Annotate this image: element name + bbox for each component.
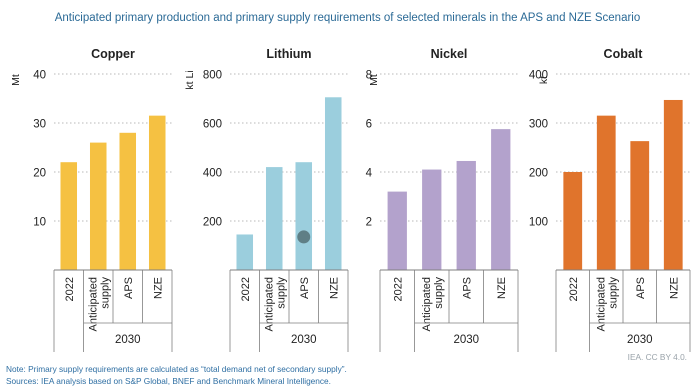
chart-nickel-category-label: 2022 (392, 277, 404, 301)
chart-cobalt-category-label: NZE (668, 277, 680, 299)
chart-cobalt-ytick-label: 200 (529, 168, 548, 180)
chart-lithium-title: Lithium (266, 47, 311, 61)
chart-copper-category-label-line: 2022 (64, 277, 76, 301)
chart-cobalt-group-label: 2030 (627, 334, 653, 346)
chart-cobalt-category-label-line: APS (635, 277, 647, 299)
chart-copper-ylabel: Mt (10, 74, 22, 86)
chart-nickel-category-label-line: APS (461, 277, 473, 299)
chart-copper-bar (119, 132, 137, 270)
chart-cobalt-ylabel: kt (538, 76, 550, 84)
chart-nickel-ytick-label: 6 (366, 119, 372, 131)
chart-nickel-ytick-label: 2 (366, 217, 372, 229)
chart-copper-ytick-label: 10 (33, 217, 46, 229)
chart-nickel-bar (387, 191, 407, 270)
chart-copper-bar (89, 142, 107, 270)
chart-lithium-ytick-label: 400 (203, 168, 222, 180)
chart-copper-bar (60, 162, 78, 270)
chart-nickel-group-label: 2030 (453, 334, 479, 346)
chart-cobalt-ytick-label: 400 (529, 70, 548, 82)
chart-copper-category-label-line: Anticipated (87, 277, 99, 331)
chart-nickel-bar (456, 160, 476, 270)
chart-lithium-ylabel: kt Li (184, 70, 196, 89)
chart-cobalt-bar (630, 141, 650, 270)
chart-cobalt-bar (563, 172, 583, 270)
chart-lithium-group-label: 2030 (291, 334, 317, 346)
chart-lithium-category-label: 2022 (240, 277, 252, 301)
chart-lithium-category-label: NZE (328, 277, 340, 299)
chart-copper-bar (148, 115, 166, 271)
chart-nickel-title: Nickel (431, 47, 468, 61)
chart-lithium-bar (324, 97, 342, 271)
chart-lithium-ytick-label: 800 (203, 70, 222, 82)
chart-lithium-category-label: Anticipatedsupply (263, 277, 287, 332)
chart-nickel-ytick-label: 4 (366, 168, 373, 180)
chart-cobalt-category-label-line: 2022 (568, 277, 580, 301)
chart-cobalt-ytick-label: 100 (529, 217, 548, 229)
chart-lithium-category-label-line: supply (275, 277, 287, 309)
chart-cobalt-title: Cobalt (604, 47, 644, 61)
chart-lithium-category-label: APS (299, 277, 311, 299)
chart-lithium-ytick-label: 600 (203, 119, 222, 131)
chart-cobalt-bar (663, 99, 683, 270)
chart-lithium-category-label-line: 2022 (240, 277, 252, 301)
chart-lithium-ytick-label: 200 (203, 217, 222, 229)
chart-copper-ytick-label: 40 (33, 70, 46, 82)
credit-label: IEA. CC BY 4.0. (627, 352, 687, 362)
chart-lithium-bar (295, 162, 313, 270)
chart-copper-category-label: Anticipatedsupply (87, 277, 111, 332)
chart-nickel-ylabel: Mt (368, 74, 380, 86)
chart-nickel-category-label-line: 2022 (392, 277, 404, 301)
chart-copper-title: Copper (91, 47, 135, 61)
chart-nickel-ytick-label: 8 (366, 70, 372, 82)
chart-cobalt-category-label-line: supply (607, 277, 619, 309)
chart-cobalt-category-label: 2022 (568, 277, 580, 301)
chart-copper-category-label-line: NZE (152, 277, 164, 299)
chart-lithium-bar (265, 167, 283, 270)
chart-cobalt-category-label-line: Anticipated (595, 277, 607, 331)
footnote-note: Note: Primary supply requirements are ca… (6, 364, 347, 374)
chart-cobalt-bar (596, 115, 616, 271)
chart-cobalt-category-label-line: NZE (668, 277, 680, 299)
chart-nickel-bar (422, 169, 442, 270)
chart-nickel-category-label: Anticipatedsupply (421, 277, 445, 332)
chart-copper-category-label: NZE (152, 277, 164, 299)
chart-nickel-bar (491, 129, 511, 270)
chart-nickel-category-label-line: Anticipated (421, 277, 433, 331)
chart-cobalt-ytick-label: 300 (529, 119, 548, 131)
chart-nickel-category-label: APS (461, 277, 473, 299)
chart-nickel-category-label-line: supply (433, 277, 445, 309)
footnote-sources: Sources: IEA analysis based on S&P Globa… (6, 376, 331, 386)
chart-copper-category-label: 2022 (64, 277, 76, 301)
chart-copper-group-label: 2030 (115, 334, 141, 346)
chart-copper-category-label: APS (123, 277, 135, 299)
chart-lithium-category-label-line: NZE (328, 277, 340, 299)
chart-lithium-category-label-line: Anticipated (263, 277, 275, 331)
figure-title: Anticipated primary production and prima… (54, 12, 641, 24)
chart-copper-category-label-line: supply (99, 277, 111, 309)
chart-nickel-category-label: NZE (496, 277, 508, 299)
chart-lithium-category-label-line: APS (299, 277, 311, 299)
chart-nickel-category-label-line: NZE (496, 277, 508, 299)
chart-lithium-bar (236, 234, 254, 270)
chart-copper-ytick-label: 30 (33, 119, 46, 131)
chart-copper-ytick-label: 20 (33, 168, 46, 180)
chart-lithium-marker-dot (297, 230, 311, 244)
chart-cobalt-category-label: APS (635, 277, 647, 299)
chart-copper-category-label-line: APS (123, 277, 135, 299)
chart-cobalt-category-label: Anticipatedsupply (595, 277, 619, 332)
